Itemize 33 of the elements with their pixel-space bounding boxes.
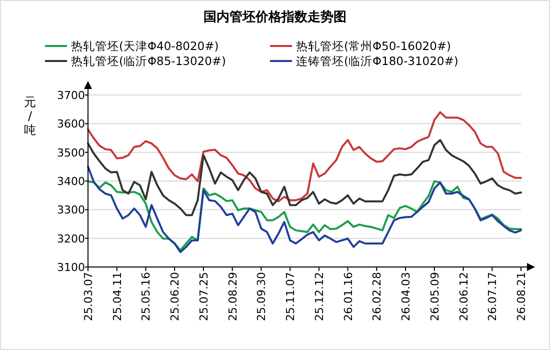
x-tick-label: 25.07.25 bbox=[197, 272, 210, 321]
y-tick-label: 3600 bbox=[57, 118, 85, 131]
x-tick-label: 25.05.16 bbox=[140, 272, 153, 321]
x-tick-label: 25.03.07 bbox=[82, 272, 95, 321]
x-tick-label: 26.02.28 bbox=[370, 272, 384, 321]
y-tick-label: 3700 bbox=[57, 89, 85, 102]
x-tick-label: 25.06.20 bbox=[168, 272, 182, 321]
legend-label: 热轧管坯(临沂Φ85-13020#) bbox=[71, 54, 226, 68]
x-tick-label: 25.12.12 bbox=[312, 272, 326, 321]
line-series bbox=[87, 111, 522, 202]
y-axis-title: 元/吨 bbox=[24, 95, 36, 137]
x-tick-label: 26.04.03 bbox=[400, 272, 413, 321]
y-tick-label: 3500 bbox=[57, 146, 85, 160]
line-series bbox=[87, 166, 522, 254]
x-tick-label: 26.07.17 bbox=[486, 272, 500, 321]
x-tick-label: 26.01.16 bbox=[342, 272, 355, 321]
x-tick-label: 25.08.29 bbox=[226, 272, 240, 321]
x-tick-label: 25.11.07 bbox=[284, 272, 298, 321]
line-series bbox=[87, 139, 522, 216]
legend-label: 热轧管坯(常州Φ50-16020#) bbox=[296, 39, 452, 53]
y-tick-label: 3100 bbox=[57, 261, 85, 274]
x-tick-label: 25.04.11 bbox=[110, 272, 124, 321]
chart-title: 国内管坯价格指数走势图 bbox=[204, 9, 346, 25]
legend-label: 热轧管坯(天津Φ40-8020#) bbox=[71, 39, 219, 53]
x-tick-label: 26.06.12 bbox=[457, 272, 470, 321]
y-tick-label: 3400 bbox=[57, 175, 85, 188]
legend-label: 连铸管坯(临沂Φ180-31020#) bbox=[296, 54, 458, 68]
y-tick-label: 3300 bbox=[57, 204, 85, 217]
y-tick-label: 3200 bbox=[57, 232, 85, 246]
line-series bbox=[87, 180, 522, 252]
x-tick-label: 26.05.09 bbox=[428, 272, 442, 321]
x-tick-label: 25.09.30 bbox=[255, 272, 268, 321]
x-tick-label: 26.08.21 bbox=[515, 272, 528, 321]
